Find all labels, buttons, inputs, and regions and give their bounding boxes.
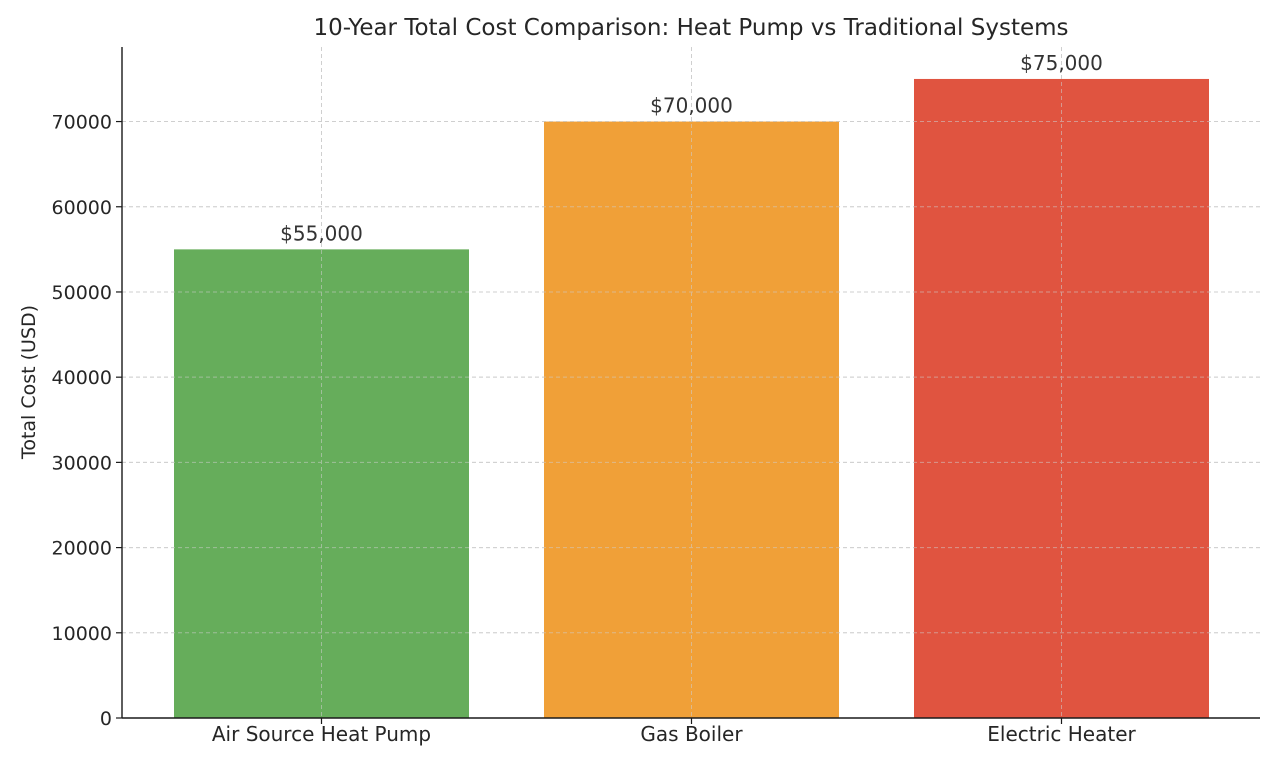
bar-data-label: $55,000 — [280, 221, 363, 245]
y-tick-label: 0 — [100, 708, 112, 730]
y-tick-label: 60000 — [52, 197, 112, 219]
chart-title: 10-Year Total Cost Comparison: Heat Pump… — [313, 15, 1068, 41]
y-tick-label: 10000 — [52, 623, 112, 645]
y-tick-label: 50000 — [52, 282, 112, 304]
bar-data-label: $70,000 — [650, 94, 733, 118]
y-tick-label: 40000 — [52, 367, 112, 389]
x-ticks: Air Source Heat Pump Gas Boiler Electric H… — [212, 718, 1136, 746]
y-axis-label: Total Cost (USD) — [18, 305, 40, 460]
x-tick-label: Gas Boiler — [640, 722, 743, 746]
bars — [174, 78, 1209, 719]
x-tick-label: Air Source Heat Pump — [212, 722, 431, 746]
y-ticks: 0 10000 20000 30000 40000 50000 60000 70000 — [52, 112, 122, 730]
y-tick-label: 30000 — [52, 452, 112, 474]
grid-overlay — [122, 47, 1260, 718]
bar-data-label: $75,000 — [1020, 51, 1103, 75]
y-tick-label: 70000 — [52, 112, 112, 134]
y-tick-label: 20000 — [52, 538, 112, 560]
x-tick-label: Electric Heater — [987, 722, 1136, 746]
data-labels: $55,000 $70,000 $75,000 — [280, 51, 1103, 245]
